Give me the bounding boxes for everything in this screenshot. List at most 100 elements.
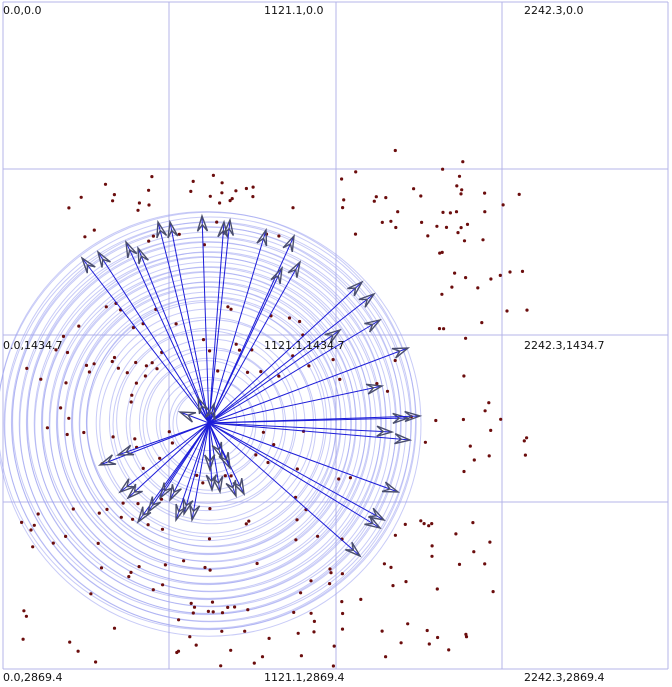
scatter-dot bbox=[298, 319, 302, 324]
scatter-dot bbox=[277, 374, 281, 378]
scatter-dot bbox=[92, 362, 96, 366]
circle-rings bbox=[0, 211, 422, 637]
scatter-dot bbox=[348, 476, 352, 480]
arrow-line bbox=[159, 422, 210, 499]
scatter-dot bbox=[406, 622, 410, 626]
scatter-dot bbox=[471, 521, 475, 525]
scatter-dot bbox=[129, 570, 133, 575]
scatter-dot bbox=[105, 507, 109, 511]
scatter-dot bbox=[457, 562, 462, 567]
arrow-line bbox=[201, 215, 210, 424]
arrow-line bbox=[208, 261, 301, 424]
scatter-dot bbox=[150, 361, 154, 365]
scatter-dot bbox=[151, 588, 155, 592]
arrow-head bbox=[394, 433, 413, 445]
arrow-line bbox=[197, 397, 210, 424]
scatter-dot bbox=[472, 458, 476, 462]
scatter-dot bbox=[525, 308, 529, 312]
scatter-dot bbox=[64, 534, 68, 539]
scatter-dot bbox=[353, 232, 358, 236]
scatter-dot bbox=[261, 430, 265, 434]
arrow-line bbox=[169, 221, 210, 424]
arrow-head bbox=[287, 260, 302, 278]
arrow-line bbox=[208, 422, 393, 433]
scatter-dot bbox=[456, 231, 460, 235]
arrow-line bbox=[208, 281, 363, 424]
arrow-head bbox=[270, 265, 283, 285]
scatter-dot bbox=[453, 271, 457, 275]
arrow-line bbox=[137, 247, 210, 424]
scatter-dot bbox=[403, 522, 407, 527]
scatter-dot bbox=[226, 305, 230, 309]
scatter-dot bbox=[440, 292, 444, 296]
scatter-dot bbox=[430, 522, 434, 526]
scatter-dot bbox=[393, 533, 397, 537]
scatter-dot bbox=[32, 523, 36, 527]
grid-label-bottom-center: 1121.1,2869.4 bbox=[264, 671, 344, 684]
scatter-dot bbox=[523, 453, 528, 457]
scatter-dot bbox=[65, 432, 69, 437]
scatter-dot bbox=[64, 381, 68, 385]
grid-label-middle-center: 1121.1,1434.7 bbox=[264, 339, 344, 352]
arrow-head bbox=[168, 484, 182, 502]
arrow-head bbox=[196, 213, 209, 232]
scatter-dot bbox=[159, 497, 164, 501]
scatter-dot bbox=[259, 370, 263, 374]
arrow-line bbox=[208, 347, 409, 424]
arrow-line bbox=[208, 422, 399, 493]
grid-labels: 0.0,0.0 1121.1,0.0 2242.3,0.0 0.0,1434.7… bbox=[3, 4, 604, 684]
arrow-line bbox=[99, 422, 210, 466]
scatter-dot bbox=[129, 400, 133, 404]
scatter-dot bbox=[340, 600, 344, 604]
scatter-dot bbox=[499, 417, 503, 421]
scatter-dot bbox=[384, 655, 388, 659]
arrow-head bbox=[203, 454, 216, 473]
scatter-dot bbox=[287, 316, 292, 320]
scatter-dot bbox=[454, 210, 459, 214]
ring-circle bbox=[27, 241, 387, 601]
scatter-dot bbox=[119, 515, 123, 519]
scatter-dot bbox=[255, 561, 259, 566]
scatter-dot bbox=[143, 374, 147, 378]
scatter-dot bbox=[24, 614, 28, 618]
scatter-dot bbox=[372, 199, 376, 203]
arrow-head bbox=[218, 451, 231, 471]
vector-arrows bbox=[80, 213, 423, 558]
scatter-dot bbox=[412, 187, 416, 191]
arrow-line bbox=[208, 293, 375, 424]
arrow-line bbox=[81, 257, 210, 424]
ring-circle bbox=[11, 226, 407, 622]
scatter-dot bbox=[177, 232, 181, 236]
arrow-head bbox=[232, 478, 245, 497]
scatter-dot bbox=[393, 148, 397, 153]
scatter-dot bbox=[141, 466, 145, 470]
ring-circle bbox=[26, 241, 392, 607]
scatter-dot bbox=[291, 206, 295, 210]
arrow-head bbox=[197, 395, 210, 415]
scatter-dot bbox=[144, 364, 148, 368]
scatter-dot bbox=[338, 377, 342, 381]
scatter-dot bbox=[202, 243, 206, 247]
ring-circle bbox=[0, 211, 417, 631]
ring-circle bbox=[41, 256, 377, 592]
scatter-dot bbox=[296, 631, 300, 635]
ring-circle bbox=[57, 271, 357, 571]
ring-circle bbox=[42, 256, 372, 586]
arrow-head bbox=[96, 250, 111, 268]
scatter-dot bbox=[59, 406, 63, 410]
arrow-head bbox=[256, 227, 268, 247]
scatter-dot bbox=[462, 374, 466, 378]
scatter-dot bbox=[194, 643, 198, 647]
scatter-dot bbox=[208, 194, 212, 198]
scatter-dot bbox=[396, 210, 400, 214]
scatter-dot bbox=[137, 201, 141, 205]
scatter-dot bbox=[237, 348, 242, 352]
scatter-dot bbox=[309, 579, 313, 583]
ring-circle bbox=[33, 246, 387, 600]
scatter-dot bbox=[84, 363, 89, 367]
scatter-dot bbox=[130, 393, 134, 397]
ring-circle bbox=[155, 368, 265, 478]
scatter-dot bbox=[99, 566, 104, 570]
scatter-dot bbox=[434, 418, 438, 423]
scatter-dot bbox=[150, 175, 154, 179]
